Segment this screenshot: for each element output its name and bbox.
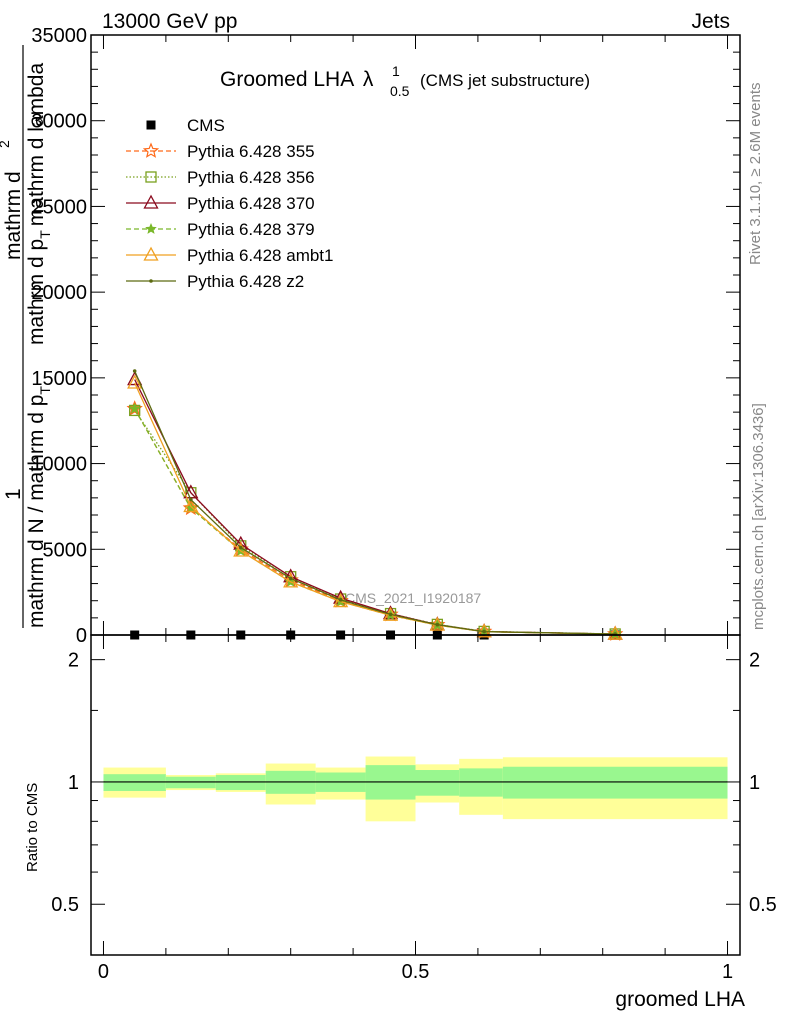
ylabel-denominator: mathrm d N / mathrm d pT (25, 386, 53, 628)
ratio-ticks (91, 635, 740, 955)
legend-entry: CMS (146, 116, 225, 135)
header-left-label: 13000 GeV pp (102, 10, 237, 33)
main-ytick-labels: 0 5000 10000 15000 20000 25000 30000 35000 (31, 25, 87, 647)
legend-marker (146, 120, 156, 130)
ratio-ytick-label-right: 0.5 (749, 894, 777, 916)
data-point (128, 402, 141, 414)
main-title: Groomed LHA λ 1 0.5 (CMS jet substructur… (220, 63, 590, 99)
main-ytick-label: 25000 (31, 196, 87, 218)
ratio-band-green (103, 774, 166, 792)
ratio-frame (90, 634, 741, 956)
legend-entry: Pythia 6.428 356 (126, 168, 315, 187)
ylabel-denominator-top: mathrm d pTmathrm d lambda (25, 63, 53, 345)
data-point (338, 598, 343, 602)
ratio-xtick-label: 1 (722, 961, 733, 983)
legend: CMS Pythia 6.428 355 Pythia 6.428 356 Pythi… (126, 116, 333, 291)
ylabel-den-top-sub: T (37, 230, 53, 239)
mcplots-label: mcplots.cern.ch [arXiv:1306.3436] (750, 403, 767, 630)
legend-label: Pythia 6.428 ambt1 (187, 246, 333, 265)
ylabel-den-a: mathrm d N / mathrm d p (25, 395, 48, 628)
legend-label: Pythia 6.428 355 (187, 142, 315, 161)
ratio-panel: 0.5 0.51 12 2 0 0.5 1 Ratio to CMS groomed LH… (24, 634, 777, 1011)
ylabel-den-sub: T (37, 386, 53, 395)
ratio-band-green (415, 770, 460, 796)
main-ytick-label: 30000 (31, 111, 87, 133)
legend-marker (145, 171, 157, 183)
legend-marker (142, 142, 160, 158)
main-panel: 0 5000 10000 15000 20000 25000 30000 35000 CMS_… (0, 25, 741, 647)
ylabel-den-top-a: mathrm d p (25, 239, 48, 345)
legend-entry: Pythia 6.428 379 (126, 220, 315, 239)
data-point (607, 625, 623, 640)
data-point (388, 612, 393, 617)
data-point (482, 629, 486, 634)
data-point (283, 573, 299, 588)
legend-label: CMS (187, 116, 225, 135)
legend-marker (149, 279, 153, 283)
main-title-text: Groomed LHA (220, 68, 354, 91)
main-ytick-label: 10000 (31, 454, 87, 476)
ratio-xlabel: groomed LHA (615, 988, 745, 1011)
legend-marker (143, 246, 159, 261)
legend-entry: Pythia 6.428 355 (126, 142, 315, 161)
main-watermark: CMS_2021_I1920187 (345, 590, 481, 606)
main-ytick-label: 20000 (31, 282, 87, 304)
ratio-ytick-label: 1 (68, 772, 79, 794)
legend-entry: Pythia 6.428 ambt1 (126, 246, 333, 265)
ylabel-numerator2: mathrm d (2, 171, 25, 260)
main-subtitle: (CMS jet substructure) (420, 71, 590, 90)
main-title-sub: 0.5 (390, 83, 410, 99)
legend-label: Pythia 6.428 370 (187, 194, 315, 213)
data-point (127, 374, 143, 389)
data-point (183, 498, 199, 513)
main-ytick-label: 5000 (43, 539, 88, 561)
ratio-ytick-label-right: 1 (749, 772, 760, 794)
legend-label: Pythia 6.428 379 (187, 220, 315, 239)
main-series (126, 369, 624, 641)
main-ylabel: 1 mathrm d 2 mathrm d pTmathrm d lambda … (0, 45, 53, 628)
svg-text:Groomed LHA λ: Groomed LHA λ (220, 68, 374, 91)
ratio-ytick-label: 2 (68, 650, 79, 672)
ratio-band-green (215, 775, 266, 791)
main-ytick-label: 35000 (31, 25, 87, 47)
series-6 (132, 369, 617, 636)
header-right-label: Jets (691, 10, 730, 33)
main-title-sup: 1 (392, 63, 400, 79)
main-ytick-label: 0 (76, 625, 87, 647)
ratio-ytick-label: 0.5 (51, 894, 79, 916)
legend-entry: Pythia 6.428 370 (126, 194, 315, 213)
ylabel-sup-n: 2 (0, 140, 12, 148)
data-point (288, 576, 293, 581)
legend-marker (145, 222, 157, 234)
ratio-bands (103, 756, 728, 822)
legend-marker (143, 194, 159, 209)
main-title-symbol: λ (363, 68, 374, 91)
data-point (382, 606, 399, 621)
ratio-ytick-labels: 0.5 0.5 1 1 2 2 (51, 650, 777, 917)
ylabel-numerator: 1 (2, 488, 25, 500)
legend-entry: Pythia 6.428 z2 (126, 272, 304, 291)
ratio-ylabel: Ratio to CMS (24, 783, 41, 872)
ratio-band-green (502, 766, 728, 799)
data-point (189, 497, 193, 502)
data-point (435, 622, 440, 627)
legend-label: Pythia 6.428 z2 (187, 272, 304, 291)
data-point (382, 605, 399, 620)
ratio-xtick-label: 0 (98, 961, 109, 983)
data-point (238, 545, 243, 550)
ratio-ytick-label-right: 2 (749, 650, 760, 672)
ylabel-den-top-rest: mathrm d lambda (25, 63, 48, 227)
main-ytick-label: 15000 (31, 368, 87, 390)
main-grid-ticks (91, 34, 740, 636)
legend-label: Pythia 6.428 356 (187, 168, 315, 187)
ratio-xtick-label: 0.5 (402, 961, 430, 983)
ratio-xtick-labels: 0 0.5 1 (98, 961, 733, 983)
rivet-label: Rivet 3.1.10, ≥ 2.6M events (747, 83, 764, 266)
data-point (132, 369, 137, 373)
